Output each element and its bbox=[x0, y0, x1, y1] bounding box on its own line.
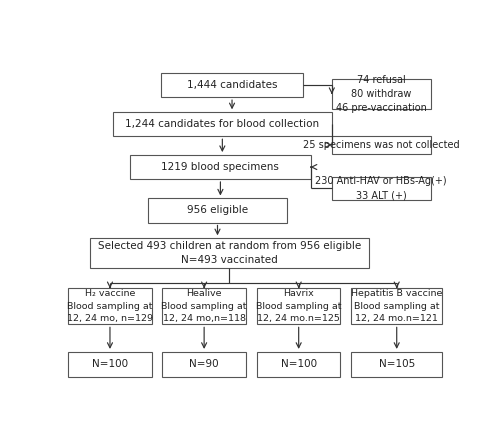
FancyBboxPatch shape bbox=[113, 112, 332, 136]
Text: N=100: N=100 bbox=[92, 359, 128, 369]
Text: Selected 493 children at random from 956 eligible
N=493 vaccinated: Selected 493 children at random from 956… bbox=[98, 241, 361, 265]
Text: N=100: N=100 bbox=[280, 359, 316, 369]
FancyBboxPatch shape bbox=[68, 352, 152, 377]
Text: N=90: N=90 bbox=[190, 359, 219, 369]
Text: H₂ vaccine
Blood sampling at
12, 24 mo, n=129: H₂ vaccine Blood sampling at 12, 24 mo, … bbox=[67, 289, 153, 323]
FancyBboxPatch shape bbox=[68, 288, 152, 325]
FancyBboxPatch shape bbox=[90, 238, 368, 268]
Text: 74 refusal
80 withdraw
46 pre-vaccination: 74 refusal 80 withdraw 46 pre-vaccinatio… bbox=[336, 75, 426, 113]
FancyBboxPatch shape bbox=[351, 352, 442, 377]
Text: 230 Anti-HAV or HBs-Ag(+)
33 ALT (+): 230 Anti-HAV or HBs-Ag(+) 33 ALT (+) bbox=[316, 177, 447, 201]
Text: 1219 blood specimens: 1219 blood specimens bbox=[162, 162, 280, 172]
Text: 1,244 candidates for blood collection: 1,244 candidates for blood collection bbox=[126, 119, 320, 129]
Text: Havrix
Blood sampling at
12, 24 mo.n=125: Havrix Blood sampling at 12, 24 mo.n=125 bbox=[256, 289, 342, 323]
FancyBboxPatch shape bbox=[162, 73, 303, 97]
Text: Hepatitis B vaccine
Blood sampling at
12, 24 mo.n=121: Hepatitis B vaccine Blood sampling at 12… bbox=[351, 289, 442, 323]
FancyBboxPatch shape bbox=[332, 177, 430, 200]
Text: N=105: N=105 bbox=[378, 359, 415, 369]
Text: 1,444 candidates: 1,444 candidates bbox=[187, 80, 278, 90]
FancyBboxPatch shape bbox=[351, 288, 442, 325]
FancyBboxPatch shape bbox=[162, 352, 246, 377]
FancyBboxPatch shape bbox=[148, 198, 287, 223]
FancyBboxPatch shape bbox=[130, 155, 310, 179]
FancyBboxPatch shape bbox=[257, 288, 340, 325]
FancyBboxPatch shape bbox=[162, 288, 246, 325]
FancyBboxPatch shape bbox=[332, 135, 430, 154]
Text: 956 eligible: 956 eligible bbox=[187, 205, 248, 216]
FancyBboxPatch shape bbox=[332, 79, 430, 109]
Text: 25 specimens was not collected: 25 specimens was not collected bbox=[303, 140, 460, 150]
Text: Healive
Blood sampling at
12, 24 mo,n=118: Healive Blood sampling at 12, 24 mo,n=11… bbox=[162, 289, 247, 323]
FancyBboxPatch shape bbox=[257, 352, 340, 377]
